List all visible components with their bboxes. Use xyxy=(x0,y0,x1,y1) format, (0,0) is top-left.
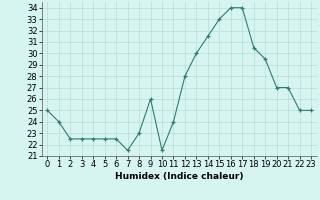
X-axis label: Humidex (Indice chaleur): Humidex (Indice chaleur) xyxy=(115,172,244,181)
